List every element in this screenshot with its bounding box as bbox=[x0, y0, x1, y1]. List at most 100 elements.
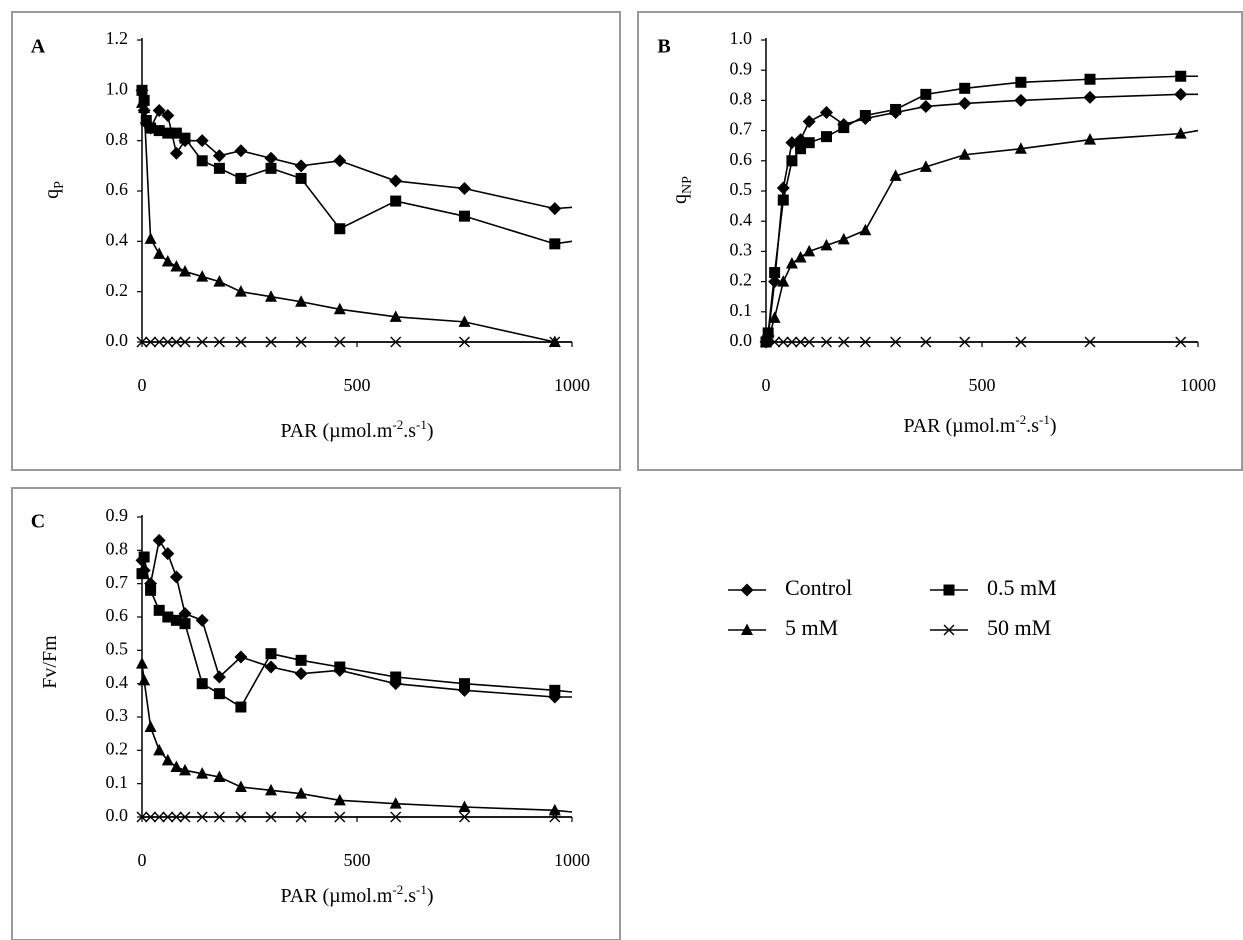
data-point-triangle bbox=[265, 783, 277, 796]
y-tick-label: 0.5 bbox=[106, 638, 129, 658]
y-tick-label: 0.0 bbox=[106, 805, 129, 825]
data-point-triangle bbox=[153, 247, 166, 259]
y-tick-label: 0.8 bbox=[730, 89, 753, 109]
data-point-square bbox=[179, 132, 191, 144]
x-tick-label: 500 bbox=[344, 850, 371, 870]
data-point-x bbox=[795, 336, 807, 348]
data-point-triangle bbox=[859, 223, 872, 236]
data-point-triangle bbox=[170, 760, 183, 772]
data-point-x bbox=[179, 811, 191, 823]
data-point-triangle bbox=[265, 290, 277, 302]
data-point-diamond bbox=[264, 660, 278, 674]
series-50-mm bbox=[136, 336, 572, 348]
legend-marker-triangle bbox=[741, 623, 753, 635]
y-tick-label: 0.7 bbox=[730, 119, 753, 139]
data-point-x bbox=[1084, 336, 1096, 348]
data-point-triangle bbox=[153, 743, 166, 756]
y-tick-label: 1.0 bbox=[106, 78, 129, 98]
data-point-square bbox=[820, 131, 832, 143]
data-point-diamond bbox=[294, 159, 308, 173]
data-point-triangle bbox=[234, 285, 247, 297]
panel-letter: B bbox=[657, 36, 670, 58]
data-point-triangle bbox=[138, 101, 151, 113]
data-point-square bbox=[334, 661, 346, 673]
legend-label: 50 mM bbox=[987, 615, 1051, 640]
data-point-square bbox=[170, 614, 182, 626]
x-axis-label: PAR (µmol.m-2.s-1) bbox=[280, 417, 433, 442]
data-point-square bbox=[145, 584, 157, 596]
data-point-x bbox=[145, 811, 157, 823]
x-tick-label: 0 bbox=[138, 375, 147, 395]
legend-marker-diamond bbox=[740, 583, 754, 597]
data-point-triangle bbox=[144, 232, 157, 244]
data-point-diamond bbox=[161, 547, 175, 561]
data-point-triangle bbox=[889, 169, 902, 181]
data-point-triangle bbox=[333, 793, 346, 806]
data-point-diamond bbox=[234, 650, 248, 664]
y-tick-label: 0.1 bbox=[730, 300, 753, 320]
data-point-square bbox=[1175, 70, 1187, 82]
data-point-triangle bbox=[333, 302, 346, 315]
data-point-x bbox=[459, 336, 470, 348]
panel-letter: A bbox=[31, 36, 46, 58]
data-point-triangle bbox=[196, 270, 209, 282]
data-point-square bbox=[295, 172, 307, 184]
data-point-square bbox=[235, 701, 247, 713]
data-point-x bbox=[153, 336, 165, 348]
data-point-x bbox=[213, 336, 225, 348]
x-tick-label: 500 bbox=[969, 375, 996, 395]
data-point-diamond bbox=[195, 134, 209, 148]
data-point-triangle bbox=[548, 803, 561, 816]
data-point-x bbox=[803, 336, 815, 348]
data-point-square bbox=[213, 688, 225, 700]
data-point-square bbox=[136, 84, 148, 96]
data-point-square bbox=[235, 172, 247, 184]
data-point-x bbox=[760, 336, 772, 348]
data-point-diamond bbox=[768, 275, 782, 289]
data-point-square bbox=[162, 611, 174, 623]
data-point-triangle bbox=[179, 763, 191, 776]
data-point-square bbox=[170, 127, 182, 139]
data-point-square bbox=[196, 678, 208, 690]
y-tick-label: 0.4 bbox=[106, 672, 129, 692]
data-point-x bbox=[170, 336, 182, 348]
data-point-diamond bbox=[333, 154, 347, 168]
data-point-diamond bbox=[389, 174, 403, 188]
data-point-diamond bbox=[919, 99, 933, 113]
data-point-diamond bbox=[152, 533, 166, 547]
data-point-x bbox=[1175, 336, 1187, 348]
y-tick-label: 0.6 bbox=[106, 179, 129, 199]
data-point-x bbox=[459, 811, 470, 823]
data-point-x bbox=[1015, 336, 1027, 348]
data-point-x bbox=[769, 336, 781, 348]
data-point-triangle bbox=[161, 753, 174, 766]
data-point-triangle bbox=[1084, 133, 1096, 145]
data-point-x bbox=[162, 336, 174, 348]
data-point-triangle bbox=[458, 315, 471, 327]
data-point-square bbox=[295, 654, 307, 666]
y-tick-label: 1.2 bbox=[106, 28, 129, 48]
series-5-mm bbox=[136, 96, 561, 347]
data-point-square bbox=[153, 604, 165, 616]
data-point-diamond bbox=[169, 570, 183, 584]
data-point-x bbox=[196, 336, 208, 348]
y-tick-label: 0.5 bbox=[730, 179, 753, 199]
data-point-x bbox=[179, 336, 191, 348]
data-point-square bbox=[795, 143, 807, 155]
data-point-triangle bbox=[803, 244, 816, 257]
data-point-x bbox=[859, 336, 871, 348]
data-point-triangle bbox=[295, 787, 308, 799]
data-point-triangle bbox=[179, 265, 191, 277]
y-tick-label: 0.6 bbox=[106, 605, 129, 625]
data-point-diamond bbox=[548, 202, 562, 216]
data-point-diamond bbox=[195, 613, 209, 627]
data-point-square bbox=[196, 155, 208, 167]
x-tick-label: 0 bbox=[138, 850, 147, 870]
panel-letter: C bbox=[31, 511, 45, 533]
y-tick-label: 0.1 bbox=[106, 772, 129, 792]
y-tick-label: 0.3 bbox=[106, 705, 129, 725]
data-point-triangle bbox=[458, 800, 471, 812]
data-point-diamond bbox=[169, 146, 183, 160]
data-point-triangle bbox=[136, 657, 148, 669]
series-5-mm bbox=[760, 127, 1199, 347]
